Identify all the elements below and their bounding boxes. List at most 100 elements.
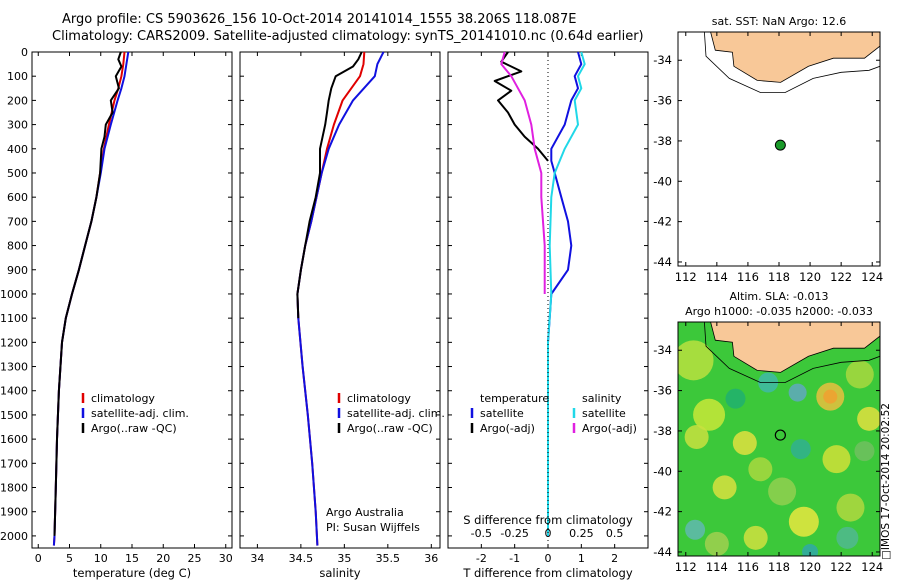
x-tick-label-temperature: 0: [35, 552, 42, 565]
map-y-tick-label: -42: [653, 215, 672, 229]
map-x-tick-label: 114: [706, 270, 728, 284]
sla-anomaly-patch: [712, 475, 737, 500]
y-tick-label: 600: [7, 191, 28, 204]
sla-anomaly-patch: [704, 531, 729, 556]
x-tick-label-temperature: 5: [66, 552, 73, 565]
y-tick-label: 1500: [0, 409, 28, 422]
x-tick-label-temperature: 30: [219, 552, 233, 565]
sla-anomaly-patch: [836, 493, 865, 522]
annotation-line-2: PI: Susan Wijffels: [326, 521, 420, 534]
map-group-sla-map: [678, 322, 880, 556]
sdiff-legend-entry: salinity: [582, 392, 622, 405]
map-x-tick-label: 122: [830, 270, 852, 284]
map-x-tick-label: 112: [675, 270, 697, 284]
map-y-tick-label: -34: [653, 53, 672, 67]
x-tick-label-temperature: 20: [156, 552, 170, 565]
map-x-tick-label: 116: [737, 560, 759, 574]
annotation-line-1: Argo Australia: [326, 506, 404, 519]
map-y-tick-label: -36: [653, 94, 672, 108]
sla-anomaly-patch: [822, 445, 851, 474]
map-x-tick-label: 118: [768, 270, 790, 284]
title-line-1: Argo profile: CS 5903626_156 10-Oct-2014…: [62, 12, 577, 27]
map-x-tick-label: 114: [706, 560, 728, 574]
series-line-temperature: [53, 51, 123, 536]
map-group-sst-map: [704, 32, 880, 93]
map-x-tick-label: 124: [861, 560, 883, 574]
sla-anomaly-patch: [725, 388, 746, 409]
top-tick-label: 0: [545, 527, 552, 540]
sal-legend-entry: climatology: [347, 392, 411, 405]
y-tick-label: 100: [7, 70, 28, 83]
y-tick-label: 1700: [0, 457, 28, 470]
top-tick-label: -0.5: [471, 527, 492, 540]
x-axis-label-temperature: temperature (deg C): [73, 566, 191, 580]
sla-anomaly-patch: [684, 424, 709, 449]
sla-anomaly-patch: [836, 526, 859, 549]
map-x-tick-label: 118: [768, 560, 790, 574]
map-x-tick-label: 116: [737, 270, 759, 284]
series-line-difference: [493, 51, 549, 162]
y-tick-label: 500: [7, 167, 28, 180]
y-tick-label: 300: [7, 119, 28, 132]
sla-anomaly-patch: [685, 519, 706, 540]
y-tick-label: 200: [7, 94, 28, 107]
argo-float-marker: [774, 139, 786, 151]
isobath-contour: [704, 32, 880, 93]
sla-anomaly-patch: [857, 406, 880, 431]
series-line-salinity: [296, 51, 366, 546]
x-tick-label-temperature: 15: [125, 552, 139, 565]
x-tick-label-difference: 2: [611, 552, 618, 565]
x-tick-label-salinity: 35: [337, 552, 351, 565]
y-tick-label: 900: [7, 264, 28, 277]
map-y-tick-label: -36: [653, 384, 672, 398]
sdiff-legend-entry: Argo(-adj): [582, 422, 637, 435]
map-y-tick-label: -40: [653, 174, 672, 188]
top-tick-label: 0.25: [569, 527, 594, 540]
y-tick-label: 1100: [0, 312, 28, 325]
sla-anomaly-patch: [693, 398, 726, 431]
tdiff-legend-entry: satellite: [480, 407, 524, 420]
x-tick-label-salinity: 34: [250, 552, 264, 565]
x-axis-label-salinity: salinity: [319, 566, 360, 580]
tdiff-legend-entry: temperature: [480, 392, 549, 405]
temp-legend-entry: Argo(..raw -QC): [91, 422, 177, 435]
x-tick-label-difference: -1: [509, 552, 520, 565]
x-tick-label-difference: -2: [476, 552, 487, 565]
series-line-salinity: [296, 51, 385, 546]
sla-anomaly-patch: [845, 360, 874, 389]
temp-legend-entry: satellite-adj. clim.: [91, 407, 189, 420]
top-tick-label: 0.5: [606, 527, 624, 540]
sla-anomaly-patch: [768, 477, 797, 506]
x-tick-label-difference: 1: [578, 552, 585, 565]
x-tick-label-salinity: 35.5: [376, 552, 401, 565]
temp-legend-entry: climatology: [91, 392, 155, 405]
sla-anomaly-patch: [748, 457, 773, 482]
sdiff-legend-entry: satellite: [582, 407, 626, 420]
plot-frame-temperature: [31, 51, 233, 549]
top-axis-label: S difference from climatology: [463, 513, 633, 527]
series-line-salinity: [296, 51, 363, 319]
map-y-tick-label: -44: [653, 255, 672, 269]
sla-map-title: Altim. SLA: -0.013: [729, 290, 828, 303]
map-y-tick-label: -34: [653, 343, 672, 357]
y-tick-label: 1400: [0, 385, 28, 398]
map-x-tick-label: 120: [799, 270, 821, 284]
sla-anomaly-patch: [678, 340, 714, 381]
isobath-contour: [704, 322, 880, 383]
series-line-difference: [547, 51, 583, 536]
map-y-tick-label: -38: [653, 424, 672, 438]
sla-anomaly-patch: [788, 506, 819, 537]
y-tick-label: 1900: [0, 506, 28, 519]
y-tick-label: 1200: [0, 336, 28, 349]
map-x-tick-label: 112: [675, 560, 697, 574]
map-x-tick-label: 122: [830, 560, 852, 574]
y-tick-label: 400: [7, 143, 28, 156]
sst-map-title: sat. SST: NaN Argo: 12.6: [712, 15, 846, 28]
map-y-tick-label: -42: [653, 505, 672, 519]
sal-legend-entry: Argo(..raw -QC): [347, 422, 433, 435]
sla-anomaly-patch: [802, 543, 819, 556]
tdiff-legend-entry: Argo(-adj): [480, 422, 535, 435]
sla-anomaly-patch: [788, 383, 807, 402]
y-tick-label: 1600: [0, 433, 28, 446]
